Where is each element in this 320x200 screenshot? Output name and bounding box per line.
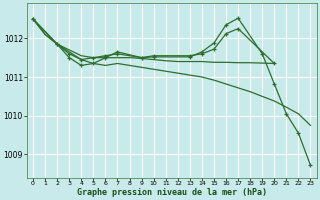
X-axis label: Graphe pression niveau de la mer (hPa): Graphe pression niveau de la mer (hPa) xyxy=(77,188,267,197)
